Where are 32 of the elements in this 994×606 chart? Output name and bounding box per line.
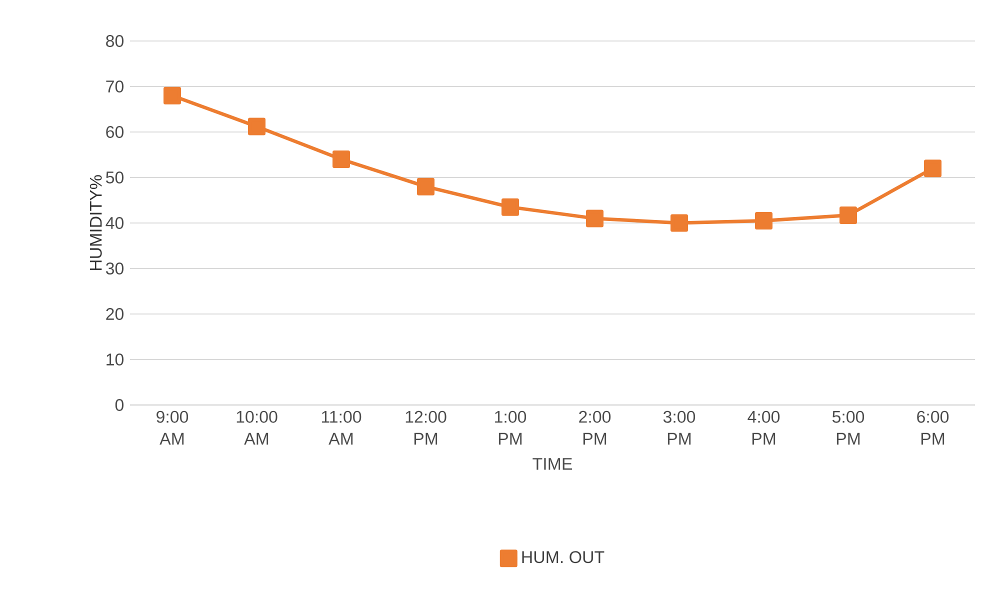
point (840, 206, 857, 224)
x-tick-label: 2:00 PM (579, 410, 611, 445)
point (924, 160, 942, 178)
legend-label: HUM. OUT (522, 551, 604, 564)
x-tick-label: 1:00 PM (495, 410, 526, 445)
x-tick-label: 4:00 PM (748, 410, 780, 445)
y-tick-label: 10 (106, 353, 124, 366)
x-tick-label: 3:00 PM (663, 410, 696, 445)
point (586, 210, 604, 228)
x-tick-label: 12:00 PM (406, 410, 446, 445)
y-tick-label: 30 (106, 262, 124, 274)
point (248, 118, 266, 136)
y-tick-label: 50 (106, 171, 124, 184)
y-tick-label: 20 (106, 308, 124, 320)
x-tick-label: 10:00 AM (236, 410, 278, 445)
point (164, 86, 182, 104)
point (417, 178, 435, 196)
x-axis-title: TIME (532, 458, 572, 470)
point (755, 212, 772, 230)
x-tick-label: 9:00 AM (156, 410, 188, 445)
y-tick-label: 80 (106, 35, 124, 47)
y-tick-label: 70 (106, 80, 124, 92)
x-tick-label: 5:00 PM (832, 410, 864, 445)
point (502, 198, 520, 216)
y-tick-label: 0 (115, 398, 124, 411)
point (670, 214, 688, 232)
x-tick-label: 11:00 AM (322, 410, 362, 445)
y-tick-label: 40 (106, 216, 124, 229)
x-tick-label: 6:00 PM (917, 410, 949, 445)
point (332, 150, 350, 168)
y-axis-title: HUMIDITY% (90, 175, 102, 270)
y-tick-label: 60 (106, 126, 124, 138)
